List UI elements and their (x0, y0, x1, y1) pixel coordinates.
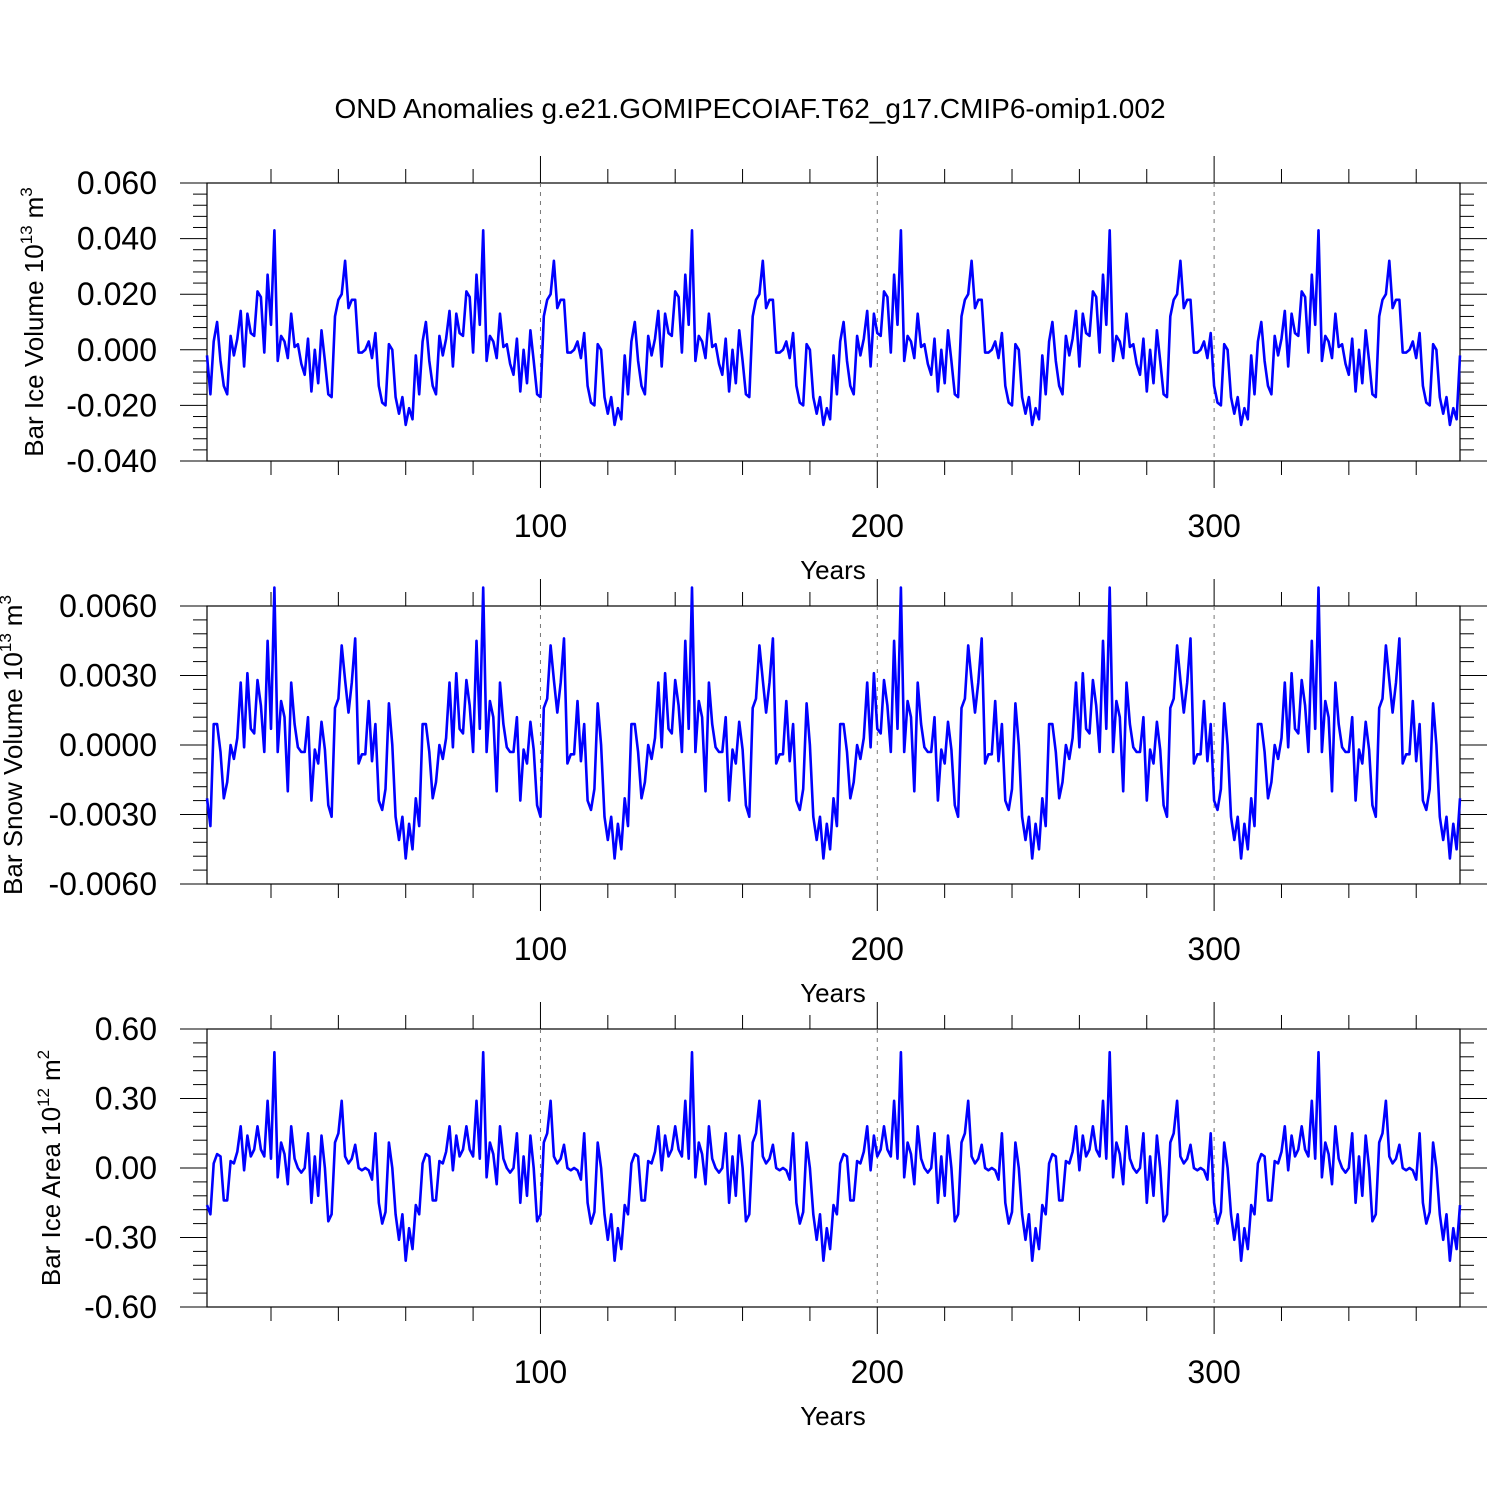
tick-marks (180, 156, 1487, 488)
y-tick-label: 0.60 (95, 1011, 157, 1047)
gridlines (539, 1029, 1215, 1307)
x-tick-label: 100 (514, 1354, 567, 1390)
x-tick-label: 200 (851, 508, 904, 544)
ice-area-panel: -0.60 -0.30 0.00 0.30 0.60 100 200 300 Years B… (34, 1002, 1487, 1431)
y-tick-label: 0.0060 (59, 588, 157, 624)
x-axis-title: Years (800, 555, 866, 585)
x-axis-title: Years (800, 1401, 866, 1431)
y-tick-labels: -0.60 -0.30 0.00 0.30 0.60 (84, 1011, 157, 1325)
y-tick-labels: -0.0060 -0.0030 0.0000 0.0030 0.0060 (48, 588, 157, 902)
y-tick-label: 0.040 (77, 221, 157, 257)
x-tick-label: 200 (851, 931, 904, 967)
tick-marks (180, 579, 1487, 911)
plot-frame (206, 605, 1461, 885)
chart-title: OND Anomalies g.e21.GOMIPECOIAF.T62_g17.… (334, 93, 1165, 124)
tick-marks (180, 1002, 1487, 1334)
y-axis-title: Bar Ice Volume 1013m3 (17, 187, 49, 457)
x-tick-label: 300 (1187, 1354, 1240, 1390)
ice-volume-panel: -0.040 -0.020 0.000 0.020 0.040 0.060 100 200 3… (17, 156, 1487, 585)
y-axis-title: Bar Snow Volume 1013m3 (0, 595, 28, 895)
gridlines (539, 183, 1215, 461)
y-tick-label: 0.30 (95, 1081, 157, 1117)
y-axis-title: Bar Ice Area 1012m2 (34, 1050, 66, 1286)
y-tick-label: 0.0000 (59, 727, 157, 763)
y-tick-label: -0.040 (66, 443, 157, 479)
plot-frame (206, 1028, 1461, 1308)
y-tick-label: -0.0060 (48, 866, 157, 902)
y-tick-label: 0.00 (95, 1150, 157, 1186)
snow-volume-panel: -0.0060 -0.0030 0.0000 0.0030 0.0060 100 200 3… (0, 579, 1487, 1008)
y-tick-label: -0.020 (66, 387, 157, 423)
y-tick-labels: -0.040 -0.020 0.000 0.020 0.040 0.060 (66, 165, 157, 479)
ice-area-series-line (205, 1050, 1462, 1262)
gridlines (539, 606, 1215, 884)
y-tick-label: 0.000 (77, 332, 157, 368)
x-tick-labels: 100 200 300 (514, 508, 1241, 544)
ice-volume-series-line (205, 229, 1462, 427)
x-tick-labels: 100 200 300 (514, 1354, 1241, 1390)
x-tick-label: 100 (514, 508, 567, 544)
y-tick-label: 0.020 (77, 276, 157, 312)
y-tick-label: 0.060 (77, 165, 157, 201)
x-tick-labels: 100 200 300 (514, 931, 1241, 967)
y-tick-label: -0.30 (84, 1220, 157, 1256)
x-tick-label: 200 (851, 1354, 904, 1390)
x-tick-label: 300 (1187, 931, 1240, 967)
x-tick-label: 300 (1187, 508, 1240, 544)
snow-volume-series-line (205, 586, 1462, 860)
y-tick-label: -0.0030 (48, 797, 157, 833)
y-tick-label: -0.60 (84, 1289, 157, 1325)
x-axis-title: Years (800, 978, 866, 1008)
plot-frame (206, 182, 1461, 462)
y-tick-label: 0.0030 (59, 658, 157, 694)
x-tick-label: 100 (514, 931, 567, 967)
